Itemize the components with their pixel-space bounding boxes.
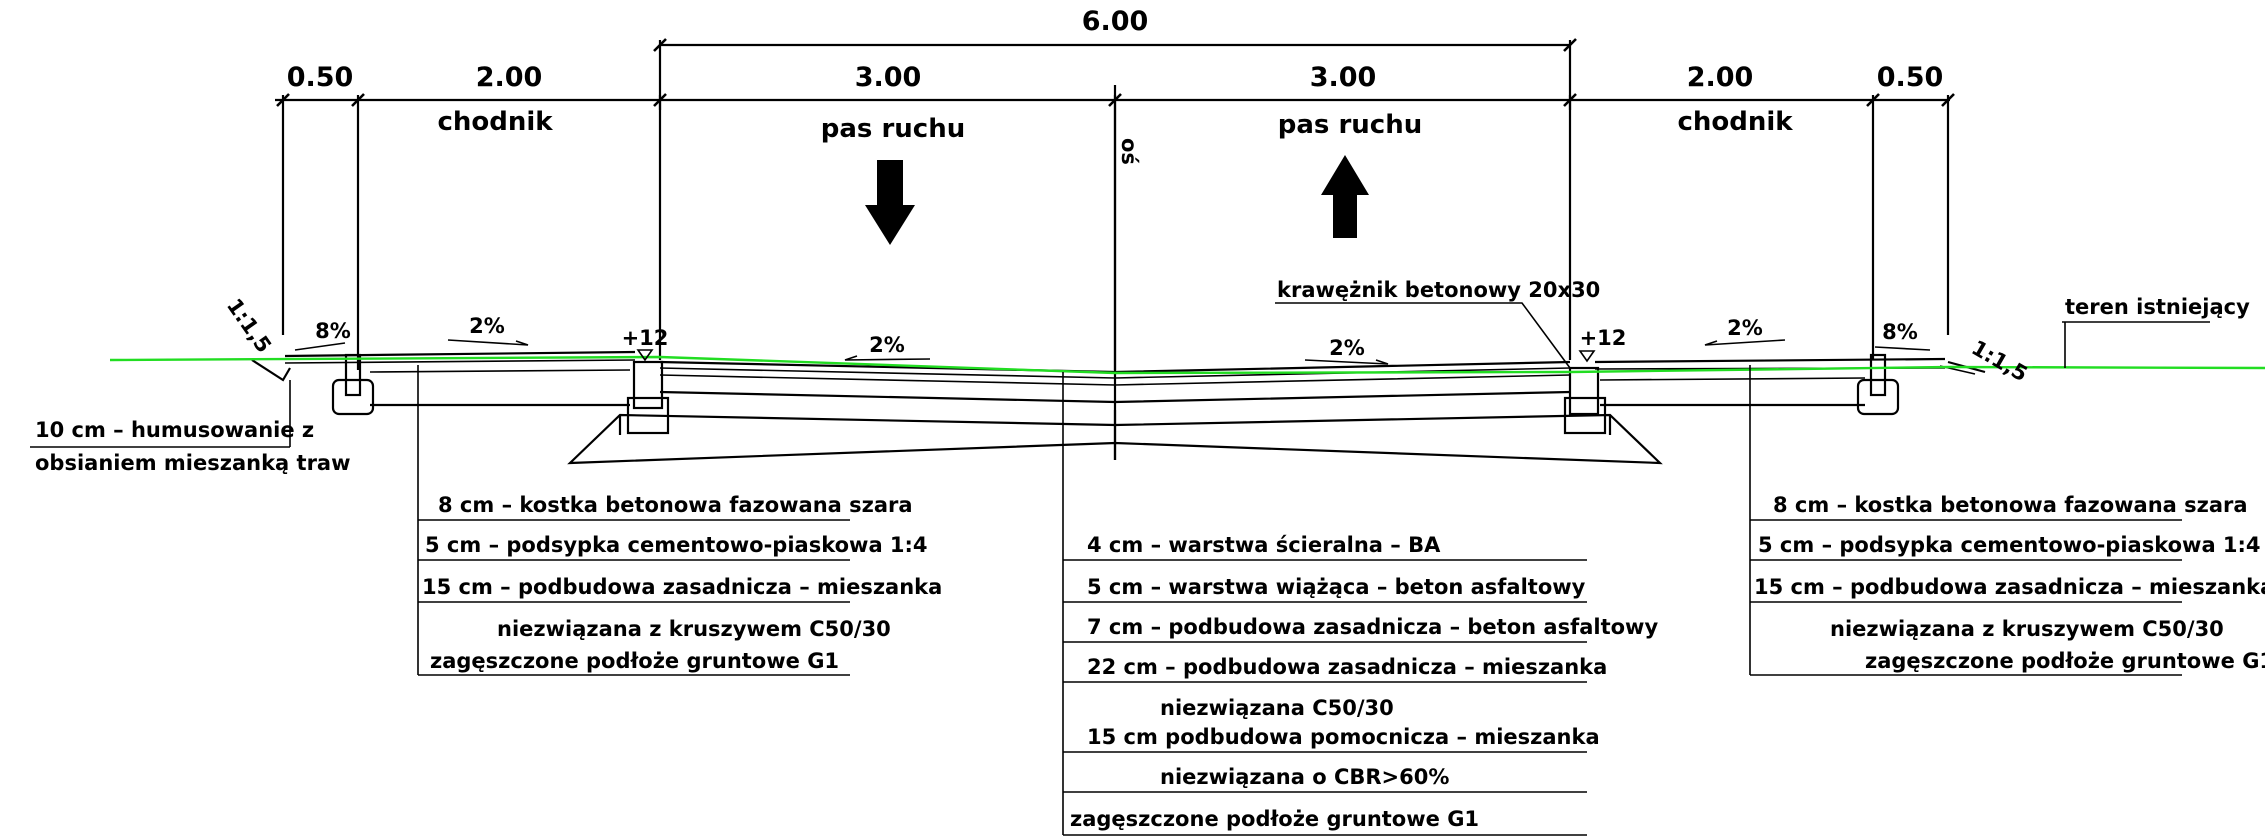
dim-left-sidewalk: 2.00	[476, 62, 543, 93]
curb-height-left: +12	[622, 326, 669, 350]
sidewalk-right-layers: 8 cm – kostka betonowa fazowana szara 5 …	[1749, 365, 2265, 676]
slope-left-sidewalk: 2%	[469, 314, 505, 338]
label-curb: krawężnik betonowy 20x30	[1277, 278, 1600, 302]
slope-left-verge: 8%	[315, 319, 351, 343]
label-terrain: teren istniejący	[2065, 295, 2250, 319]
dim-total: 6.00	[1082, 6, 1149, 37]
sidewalk-left-line-5: zagęszczone podłoże gruntowe G1	[430, 649, 839, 673]
arrow-down-icon	[865, 160, 915, 245]
arrow-up-icon	[1321, 155, 1369, 238]
sidewalk-left-line-4: niezwiązana z kruszywem C50/30	[497, 617, 891, 641]
sidewalk-left-layers: 8 cm – kostka betonowa fazowana szara 5 …	[417, 365, 942, 676]
sidewalk-left-line-2: 5 cm – podsypka cementowo-piaskowa 1:4	[425, 533, 928, 557]
road-line-6: 15 cm podbudowa pomocnicza – mieszanka	[1087, 725, 1600, 749]
humus-note: 10 cm – humusowanie z obsianiem mieszank…	[30, 380, 351, 475]
dim-left-lane: 3.00	[855, 62, 922, 93]
dim-left-verge: 0.50	[287, 62, 354, 93]
slope-right-embankment: 1:1,5	[1968, 336, 2032, 387]
sidewalk-right-line-5: zagęszczone podłoże gruntowe G1	[1865, 649, 2265, 673]
slope-right-verge: 8%	[1882, 320, 1918, 344]
sidewalk-right-line-3: 15 cm – podbudowa zasadnicza – mieszanka	[1754, 575, 2265, 599]
humus-line-2: obsianiem mieszanką traw	[35, 451, 351, 475]
road-line-5: niezwiązana C50/30	[1160, 696, 1394, 720]
label-right-sidewalk: chodnik	[1677, 107, 1793, 137]
road-line-3: 7 cm – podbudowa zasadnicza – beton asfa…	[1087, 615, 1658, 639]
terrain-line	[109, 355, 2265, 375]
label-left-lane: pas ruchu	[821, 114, 965, 144]
dim-right-lane: 3.00	[1310, 62, 1377, 93]
road-line-7: niezwiązana o CBR>60%	[1160, 765, 1449, 789]
road-line-1: 4 cm – warstwa ścieralna – BA	[1087, 533, 1441, 557]
road-structure	[251, 350, 1986, 465]
dim-right-sidewalk: 2.00	[1687, 62, 1754, 93]
humus-line-1: 10 cm – humusowanie z	[35, 418, 314, 442]
road-layers: 4 cm – warstwa ścieralna – BA 5 cm – war…	[1062, 372, 1658, 836]
curb-height-right: +12	[1580, 326, 1627, 350]
slope-left-embankment: 1:1,5	[222, 294, 276, 357]
label-left-sidewalk: chodnik	[437, 107, 553, 137]
sidewalk-left-line-3: 15 cm – podbudowa zasadnicza – mieszanka	[422, 575, 942, 599]
sidewalk-right-line-4: niezwiązana z kruszywem C50/30	[1830, 617, 2224, 641]
slope-left-lane: 2%	[869, 333, 905, 357]
road-line-4: 22 cm – podbudowa zasadnicza – mieszanka	[1087, 655, 1607, 679]
slope-right-lane: 2%	[1329, 336, 1365, 360]
label-axis: oś	[1117, 138, 1141, 165]
label-right-lane: pas ruchu	[1278, 110, 1422, 140]
road-line-2: 5 cm – warstwa wiążąca – beton asfaltowy	[1087, 575, 1586, 599]
sidewalk-right-line-2: 5 cm – podsypka cementowo-piaskowa 1:4	[1758, 533, 2261, 557]
sidewalk-left-line-1: 8 cm – kostka betonowa fazowana szara	[438, 493, 913, 517]
dim-right-verge: 0.50	[1877, 62, 1944, 93]
dimension-lines	[275, 38, 1955, 460]
slope-right-sidewalk: 2%	[1727, 316, 1763, 340]
sidewalk-right-line-1: 8 cm – kostka betonowa fazowana szara	[1773, 493, 2248, 517]
road-line-8: zagęszczone podłoże gruntowe G1	[1070, 807, 1479, 831]
